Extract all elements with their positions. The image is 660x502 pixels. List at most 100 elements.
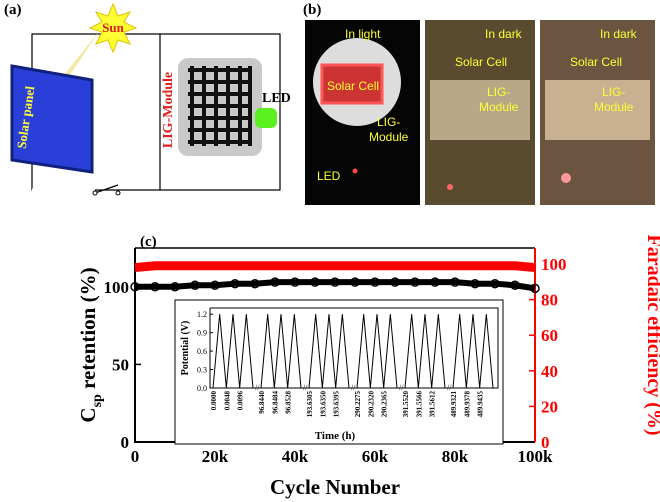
inset-y-label: Potential (V) (180, 321, 191, 376)
inset-x-tick-label: 489.9321 (450, 391, 458, 418)
potential-line (452, 314, 494, 389)
photo-cell (320, 63, 384, 105)
potential-line (308, 314, 350, 389)
photo-module-label: Module (594, 100, 634, 114)
solar-panel (10, 64, 94, 174)
y2-tick-label: 40 (541, 362, 558, 381)
led-glow (352, 168, 358, 174)
inset-y-tick-label: 0.6 (197, 347, 207, 356)
photo-module-label: LIG- (602, 85, 625, 99)
retention-point (390, 277, 400, 287)
inset-x-tick-label: 290.2320 (367, 391, 375, 418)
inset-x-tick-label: 391.5612 (429, 391, 437, 418)
retention-point (450, 277, 460, 287)
axis-break: // (303, 383, 308, 392)
retention-point (170, 282, 180, 292)
panel-label: (c) (140, 234, 157, 250)
y2-tick-label: 80 (541, 291, 558, 310)
inset-axes (209, 307, 499, 389)
led-glow (447, 184, 453, 190)
photo-cell-label: Solar Cell (570, 55, 622, 69)
photo-module-label: Module (369, 130, 409, 144)
photo-led-label: LED (317, 169, 341, 183)
potential-line (260, 314, 302, 389)
axis-break: // (255, 383, 260, 392)
retention-point (310, 277, 320, 287)
chart: 0 20k 40k 60k 80k 100k050100020406080100Cycle… (76, 234, 660, 499)
axis-break: // (447, 383, 452, 392)
x-tick-label: 80k (442, 447, 469, 466)
led (255, 108, 277, 128)
inset-x-label: Time (h) (315, 430, 356, 442)
inset-x-tick-label: 489.9378 (463, 391, 471, 418)
x-tick-label: 60k (362, 447, 389, 466)
retention-point (270, 277, 280, 287)
inset-x-tick-label: 0.0096 (237, 391, 245, 411)
retention-point (130, 282, 140, 292)
photo-module-label: LIG- (487, 85, 510, 99)
retention-band (135, 279, 536, 292)
retention-point (370, 277, 380, 287)
module-label: LIG-Module (161, 72, 176, 148)
panel-label: (a) (4, 2, 22, 18)
inset-x-tick-label: 96.8484 (271, 391, 279, 414)
inset-x-tick-label: 193.6395 (333, 391, 341, 418)
inset-x-tick-label: 0.0000 (210, 391, 218, 411)
panel-b: (b) (303, 2, 655, 205)
retention-point (210, 280, 220, 290)
photo-cell-label: Solar Cell (455, 55, 507, 69)
photo-cell-label: Solar Cell (327, 79, 379, 93)
retention-point (490, 278, 500, 289)
led-glow (561, 173, 571, 183)
y-label-part: sp (90, 394, 105, 407)
sun (88, 2, 138, 54)
potential-line (356, 314, 398, 389)
retention-point (330, 277, 340, 287)
inset-x-tick-label: 96.8440 (258, 391, 266, 414)
panel-a: (a) Sun Solar panel LIG-Module LED (4, 2, 291, 196)
inset-x-tick-label: 193.6305 (306, 391, 314, 418)
retention-point (430, 277, 440, 287)
inset-y-tick-label: 0.9 (197, 329, 207, 338)
panel-label: (b) (303, 2, 321, 18)
switch (115, 190, 121, 196)
inset-frame (174, 299, 504, 445)
y-label-part: C (76, 407, 100, 422)
retention-point (530, 283, 540, 294)
inset-x-tick-label: 391.5566 (415, 391, 423, 418)
photo-state: In light (345, 27, 381, 41)
inset-y-tick-label: 1.2 (197, 310, 207, 319)
axis-break: // (351, 383, 356, 392)
y-tick-label: 100 (104, 278, 130, 297)
led-label: LED (262, 91, 291, 106)
retention-point (250, 278, 260, 289)
photo-module-label: LIG- (377, 115, 400, 129)
y2-axis-label: Faradaic efficiency (%) (643, 234, 660, 435)
inset-x-tick-label: 391.5520 (402, 391, 410, 418)
retention-point (470, 278, 480, 289)
module-grid (188, 66, 252, 146)
potential-line (212, 314, 254, 389)
retention-point (190, 280, 200, 290)
circuit (31, 33, 281, 191)
y-tick-label: 0 (121, 433, 130, 452)
inset-x-tick-label: 290.2275 (354, 391, 362, 418)
efficiency-line (134, 261, 536, 273)
y2-tick-label: 60 (541, 326, 558, 345)
switch (94, 184, 119, 194)
inset-x-tick-label: 489.9435 (477, 391, 485, 418)
x-tick-label: 0 (131, 447, 140, 466)
inset-x-tick-label: 193.6350 (319, 391, 327, 418)
switch (92, 190, 98, 196)
inset-x-tick-label: 0.0048 (223, 391, 231, 411)
photo-board (430, 80, 530, 140)
retention-point (290, 277, 300, 287)
retention-point (510, 280, 520, 290)
y2-tick-label: 20 (541, 397, 558, 416)
x-tick-label: 100k (518, 447, 554, 466)
potential-line (404, 314, 446, 389)
axis-break: // (399, 383, 404, 392)
x-axis-label: Cycle Number (270, 475, 400, 499)
y2-tick-label: 0 (541, 433, 550, 452)
